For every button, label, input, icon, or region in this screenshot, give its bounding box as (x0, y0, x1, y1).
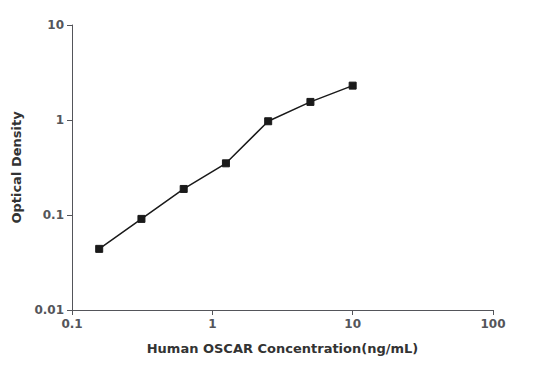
svg-text:1: 1 (56, 113, 64, 127)
svg-text:10: 10 (344, 317, 361, 331)
svg-text:0.01: 0.01 (34, 303, 64, 317)
svg-text:0.1: 0.1 (61, 317, 82, 331)
svg-text:100: 100 (480, 317, 505, 331)
svg-text:1: 1 (208, 317, 216, 331)
svg-text:Optical Density: Optical Density (9, 111, 24, 224)
svg-text:10: 10 (47, 18, 64, 32)
svg-text:Human OSCAR Concentration(ng/m: Human OSCAR Concentration(ng/mL) (147, 341, 419, 356)
svg-text:0.1: 0.1 (43, 208, 64, 222)
